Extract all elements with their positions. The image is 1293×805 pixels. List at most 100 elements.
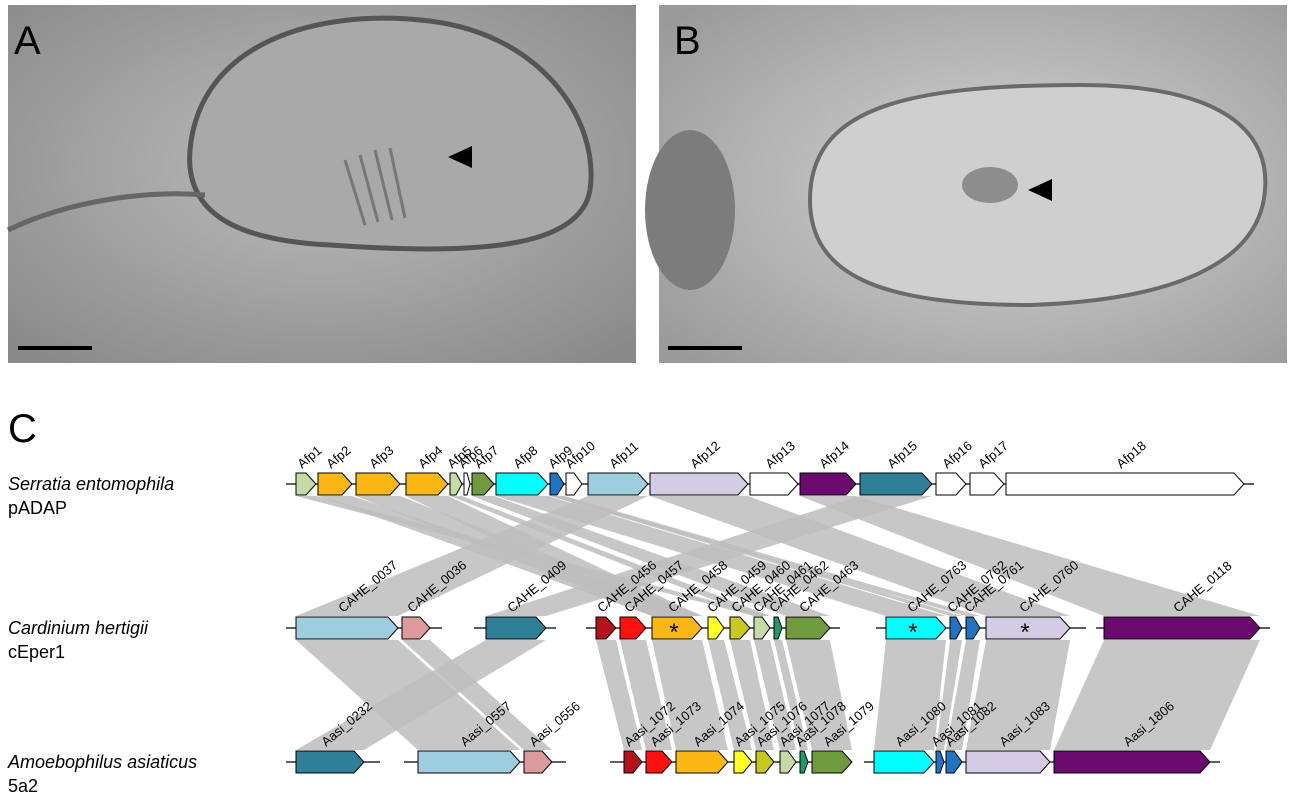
strain-name: pADAP (8, 498, 67, 518)
gene-arrow (935, 472, 967, 496)
gene-arrow (495, 472, 549, 496)
gene-arrow (645, 750, 673, 774)
gene-label: Afp4 (415, 443, 445, 472)
gene-label: Afp16 (939, 438, 975, 471)
homology-band (620, 640, 672, 750)
gene-arrow (485, 616, 547, 640)
gene-arrow (773, 616, 783, 640)
gene-arrow (1005, 472, 1245, 496)
gene-marker: * (908, 619, 917, 646)
gene-arrow (317, 472, 353, 496)
gene-label: Afp2 (323, 443, 353, 472)
gene-arrow (295, 750, 365, 774)
gene-arrow (755, 750, 775, 774)
gene-marker: * (1020, 619, 1029, 646)
gene-arrow (949, 616, 963, 640)
homology-links (296, 496, 1260, 750)
gene-label: Afp10 (562, 438, 598, 471)
gene-label: Afp15 (884, 438, 920, 471)
gene-label: Afp17 (975, 438, 1011, 471)
homology-band (406, 496, 702, 616)
gene-arrow (355, 472, 401, 496)
gene-arrow (463, 472, 471, 496)
strain-name: cEper1 (8, 642, 65, 662)
gene-label: Afp18 (1113, 438, 1149, 471)
homology-band (936, 640, 962, 750)
gene-arrow (295, 616, 399, 640)
homology-band (472, 496, 830, 616)
gene-arrow (859, 472, 933, 496)
organism-name: Amoebophilus asiaticus (7, 752, 197, 772)
gene-arrow (749, 472, 799, 496)
gene-arrow (985, 616, 1071, 640)
gene-label: Afp3 (366, 443, 396, 472)
gene-arrow (417, 750, 521, 774)
gene-arrow (945, 750, 963, 774)
homology-band (708, 640, 752, 750)
homology-band (550, 496, 980, 616)
gene-label: Afp8 (510, 443, 540, 472)
homology-band (874, 640, 946, 750)
gene-arrow (649, 472, 749, 496)
organism-name: Cardinium hertigii (8, 618, 149, 638)
gene-arrow (779, 750, 797, 774)
gene-arrow (295, 472, 317, 496)
homology-band (652, 640, 728, 750)
gene-arrow (449, 472, 463, 496)
homology-band (730, 640, 774, 750)
homology-band (754, 640, 796, 750)
homology-band (496, 496, 946, 616)
gene-arrow (405, 472, 449, 496)
homology-band (774, 640, 808, 750)
gene-arrow (1053, 750, 1211, 774)
panel-label: C (8, 407, 37, 451)
gene-arrow (587, 472, 649, 496)
gene-arrow (873, 750, 935, 774)
gene-arrow (675, 750, 729, 774)
micrograph-a (6, 5, 636, 363)
gene-label: Afp1 (294, 443, 324, 472)
homology-band (946, 640, 980, 750)
homology-band (596, 640, 642, 750)
panel-label: B (674, 19, 701, 63)
gene-arrow (885, 616, 947, 640)
gene-label: Afp14 (816, 438, 852, 471)
gene-arrow (707, 616, 725, 640)
homology-band (296, 496, 770, 616)
gene-arrow (811, 750, 853, 774)
gene-arrow (965, 750, 1051, 774)
gene-arrow (523, 750, 553, 774)
gene-arrow (969, 472, 1005, 496)
gene-arrow (651, 616, 703, 640)
gene-arrow (623, 750, 643, 774)
gene-arrow (595, 616, 617, 640)
gene-label: Afp12 (687, 438, 723, 471)
gene-arrow (785, 616, 831, 640)
gene-arrow (799, 472, 857, 496)
homology-band (800, 496, 1260, 616)
gene-arrow (935, 750, 945, 774)
homology-band (550, 496, 962, 616)
gene-label: Afp13 (762, 438, 798, 471)
homology-band (296, 640, 546, 750)
gene-arrow (471, 472, 495, 496)
micrograph-b (645, 5, 1287, 363)
homology-band (1054, 640, 1260, 750)
gene-label: Aasi_0556 (526, 698, 583, 749)
gene-arrow (965, 616, 981, 640)
homology-band (450, 496, 770, 616)
homology-band (966, 640, 1070, 750)
gene-arrow (401, 616, 431, 640)
gene-arrow (729, 616, 751, 640)
gene-arrow (753, 616, 771, 640)
gene-arrow (549, 472, 565, 496)
panel-label: A (14, 19, 41, 63)
gene-arrow (619, 616, 647, 640)
gene-arrow (799, 750, 809, 774)
organism-name: Serratia entomophila (8, 474, 174, 494)
gene-arrow (1103, 616, 1261, 640)
homology-band (786, 640, 852, 750)
homology-band (650, 496, 1070, 616)
gene-marker: * (669, 619, 678, 646)
